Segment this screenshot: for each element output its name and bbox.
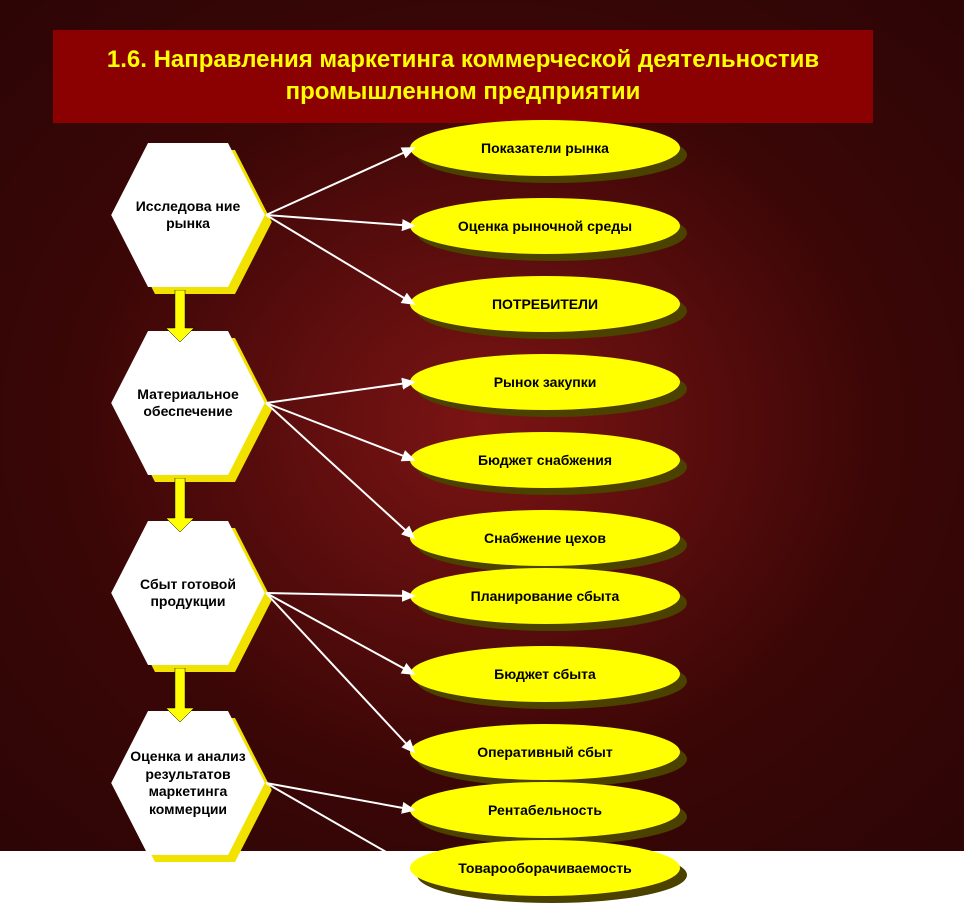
down-arrow-icon xyxy=(166,668,194,722)
down-arrow-icon xyxy=(166,290,194,342)
ellipse-node: Показатели рынка xyxy=(410,120,680,176)
ellipse-node: Планирование сбыта xyxy=(410,568,680,624)
ellipse-node: Бюджет снабжения xyxy=(410,432,680,488)
ellipse-node: Товарооборачиваемость xyxy=(410,840,680,896)
ellipse-node: ПОТРЕБИТЕЛИ xyxy=(410,276,680,332)
ellipse-node: Рентабельность xyxy=(410,782,680,838)
ellipse-node: Бюджет сбыта xyxy=(410,646,680,702)
slide-title: 1.6. Направления маркетинга коммерческой… xyxy=(53,30,873,123)
slide: 1.6. Направления маркетинга коммерческой… xyxy=(0,0,964,851)
ellipse-node: Оценка рыночной среды xyxy=(410,198,680,254)
down-arrow-icon xyxy=(166,478,194,532)
ellipse-node: Оперативный сбыт xyxy=(410,724,680,780)
ellipse-node: Рынок закупки xyxy=(410,354,680,410)
ellipse-node: Снабжение цехов xyxy=(410,510,680,566)
